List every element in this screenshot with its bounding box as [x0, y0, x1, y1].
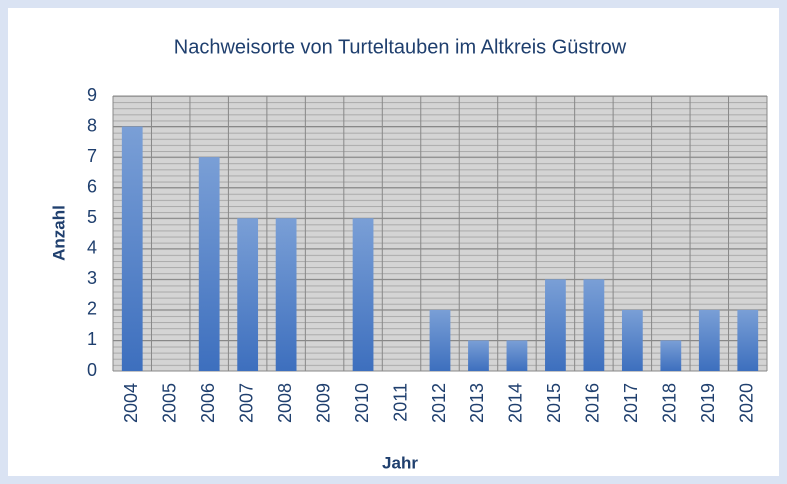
bar [352, 218, 374, 371]
bar [737, 309, 759, 371]
y-tick-label: 5 [87, 207, 97, 227]
bar [429, 309, 451, 371]
y-tick-label: 7 [87, 146, 97, 166]
y-tick-label: 6 [87, 176, 97, 196]
bar [275, 218, 297, 371]
bar [237, 218, 259, 371]
x-tick-label: 2004 [121, 383, 141, 423]
x-tick-label: 2013 [467, 383, 487, 423]
y-tick-label: 4 [87, 238, 97, 258]
x-tick-label: 2010 [352, 383, 372, 423]
x-tick-label: 2008 [275, 383, 295, 423]
x-tick-label: 2016 [583, 383, 603, 423]
bar [198, 157, 220, 371]
x-tick-label: 2011 [390, 383, 410, 422]
bar [583, 279, 605, 371]
bar [468, 340, 489, 371]
bar [698, 309, 720, 371]
bar [506, 340, 528, 371]
x-tick-label: 2009 [313, 383, 333, 423]
x-tick-label: 2020 [737, 383, 757, 423]
y-tick-label: 0 [87, 360, 97, 380]
chart-title: Nachweisorte von Turteltauben im Altkrei… [174, 36, 627, 58]
bar [621, 309, 643, 371]
x-axis-label: Jahr [382, 453, 418, 472]
y-tick-label: 1 [87, 329, 97, 349]
y-tick-label: 9 [87, 85, 97, 105]
x-tick-label: 2012 [429, 383, 449, 423]
x-tick-label: 2017 [621, 383, 641, 423]
x-tick-label: 2005 [159, 383, 179, 423]
bar [660, 340, 682, 371]
x-tick-label: 2007 [236, 383, 256, 423]
x-tick-label: 2014 [506, 383, 526, 423]
bar [121, 126, 143, 371]
x-tick-label: 2015 [544, 383, 564, 423]
y-tick-label: 8 [87, 115, 97, 135]
y-axis-label: Anzahl [49, 205, 68, 261]
bar [545, 279, 566, 371]
x-tick-label: 2019 [698, 383, 718, 423]
y-tick-label: 2 [87, 299, 97, 319]
x-tick-label: 2006 [198, 383, 218, 423]
y-tick-label: 3 [87, 268, 97, 288]
x-tick-label: 2018 [660, 383, 680, 423]
